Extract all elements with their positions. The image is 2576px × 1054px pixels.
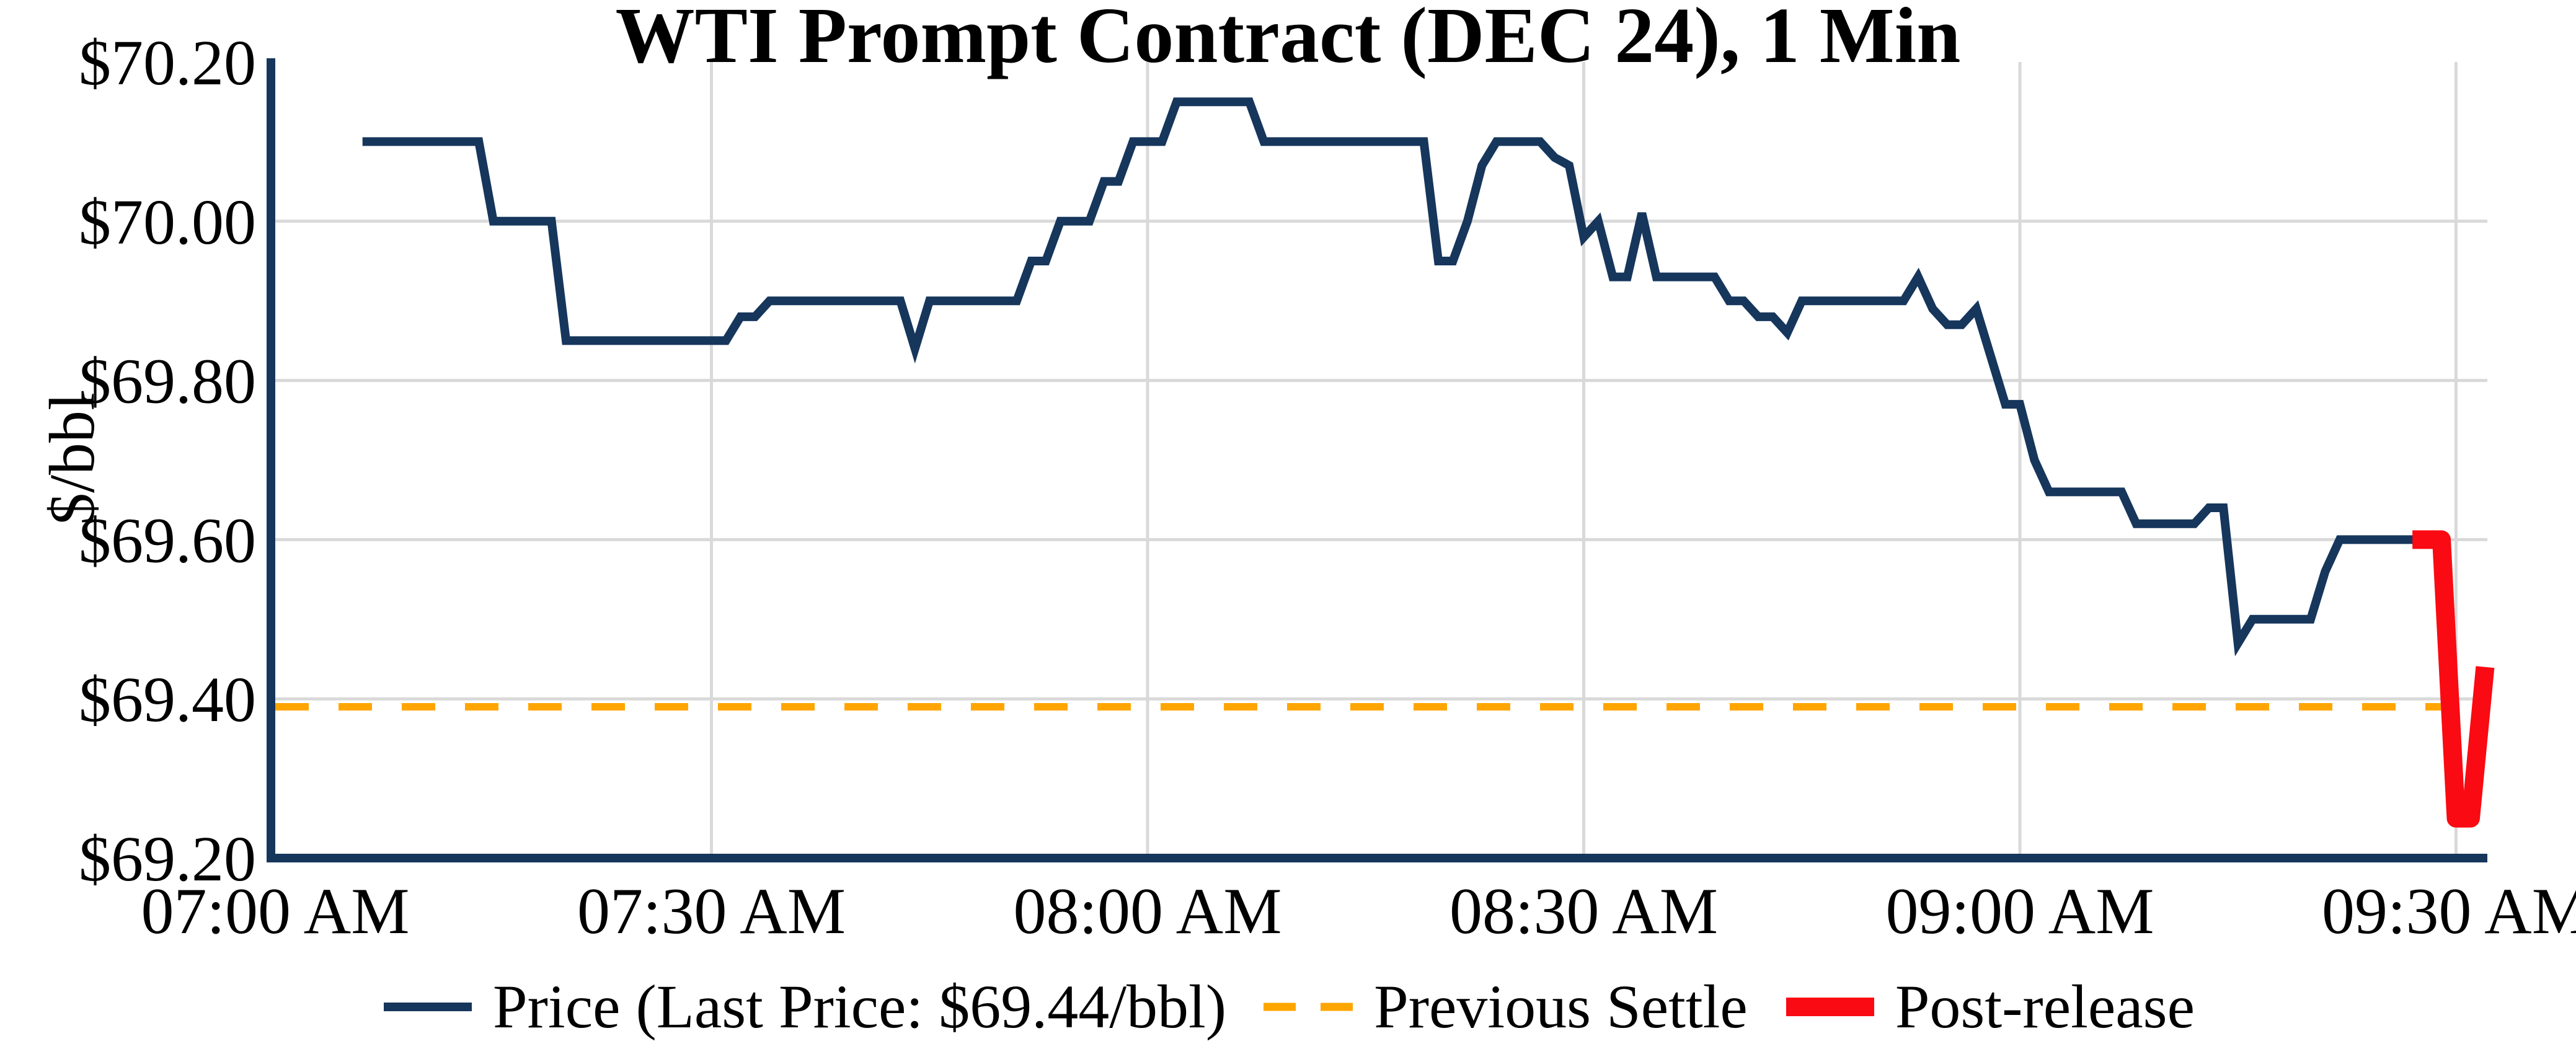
- chart-legend: Price (Last Price: $69.44/bbl) Previous …: [0, 971, 2576, 1042]
- chart-title: WTI Prompt Contract (DEC 24), 1 Min: [615, 0, 1961, 79]
- legend-label-price: Price (Last Price: $69.44/bbl): [493, 972, 1227, 1041]
- post-release-swatch: [1786, 997, 1874, 1016]
- x-tick-label: 09:00 AM: [1886, 875, 2154, 947]
- y-tick-label: $69.20: [79, 823, 256, 895]
- legend-item-post-release: Post-release: [1784, 971, 2195, 1042]
- y-tick-label: $69.40: [79, 664, 256, 735]
- previous-settle-swatch: [1264, 1003, 1355, 1011]
- legend-item-price: Price (Last Price: $69.44/bbl): [381, 971, 1226, 1042]
- y-tick-label: $70.20: [79, 27, 256, 99]
- y-tick-label: $69.60: [79, 505, 256, 576]
- legend-item-previous-settle: Previous Settle: [1262, 971, 1748, 1042]
- price-line-swatch: [384, 1002, 472, 1011]
- legend-label-previous-settle: Previous Settle: [1374, 972, 1748, 1041]
- y-tick-label: $69.80: [79, 346, 256, 417]
- y-tick-label: $70.00: [79, 187, 256, 258]
- x-tick-label: 07:00 AM: [141, 875, 410, 947]
- x-tick-label: 09:30 AM: [2322, 875, 2576, 947]
- legend-label-post-release: Post-release: [1895, 972, 2195, 1041]
- x-tick-label: 08:30 AM: [1450, 875, 1718, 947]
- x-tick-label: 07:30 AM: [577, 875, 846, 947]
- post-release-line: [2412, 530, 2495, 828]
- price-line: [362, 97, 2427, 657]
- x-tick-label: 08:00 AM: [1014, 875, 1282, 947]
